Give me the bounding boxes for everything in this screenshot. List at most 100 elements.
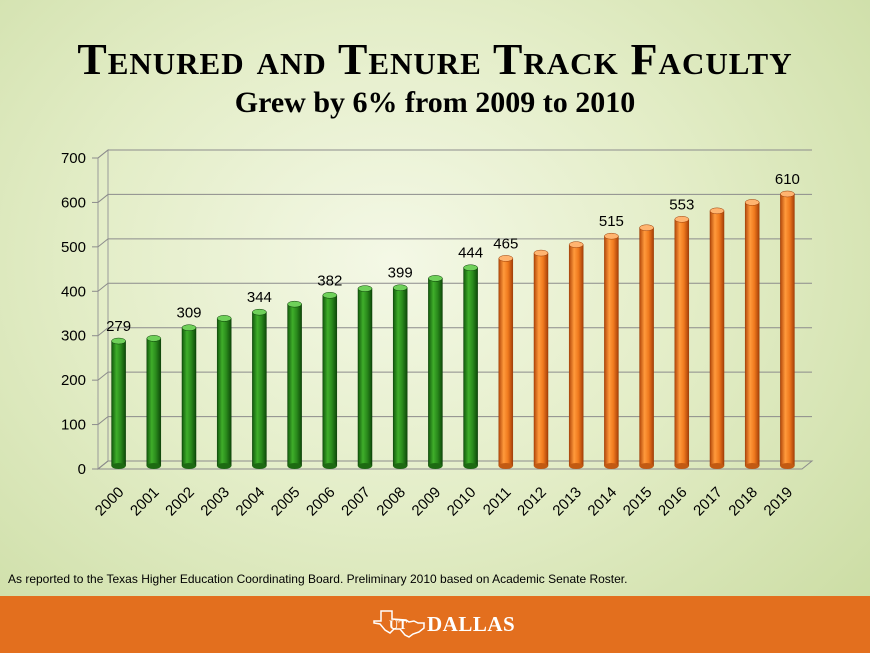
bar-base [534,463,548,469]
bar-base [428,463,443,469]
x-tick-label-2002: 2002 [162,484,198,520]
bar-cap [639,224,654,232]
data-label-2016: 553 [669,196,694,213]
gridline [97,371,812,381]
bar-cap [146,335,162,342]
bar-2001 [146,335,162,469]
bar-2017 [709,207,725,469]
bar-cap [568,241,584,248]
bar-2003 [216,315,232,469]
bar-body [604,235,619,467]
bar-cap [498,255,514,262]
bar-2004 [252,308,267,469]
data-label-2008: 399 [388,265,413,282]
bar-2009 [428,275,443,469]
bar-cap [252,308,267,316]
bar-body [181,327,197,467]
bar-body [639,227,654,467]
bar-body [322,295,338,467]
y-tick-label: 100 [61,417,86,434]
data-label-2000: 279 [106,318,131,335]
chart-floor [96,460,814,470]
x-tick-label-2013: 2013 [549,484,585,520]
x-tick-label-2000: 2000 [92,484,128,520]
bar-body [533,252,549,467]
bar-base [322,463,337,469]
bar-base [252,463,267,469]
bar-cap [604,232,619,240]
x-tick-label-2008: 2008 [373,484,409,520]
data-label-2002: 309 [176,305,201,322]
bar-2002 [181,324,197,469]
x-tick-label-2014: 2014 [585,484,621,520]
bar-body [111,340,126,467]
bar-body [146,338,162,467]
bar-cap [780,190,795,198]
bar-cap [216,315,232,322]
bar-base [569,463,584,469]
bar-chart: 0 100 200 300 400 500 600 700 279 2000 2001 309 200… [61,148,814,520]
bar-body [780,193,795,467]
gridline [97,327,812,337]
bar-base [604,463,619,469]
x-tick-label-2006: 2006 [303,484,339,520]
data-label-2011: 465 [493,235,518,252]
bar-base [780,463,795,469]
data-label-2014: 515 [599,213,624,230]
bar-base [287,463,302,469]
y-tick-label: 600 [61,194,86,211]
bar-base [498,463,513,469]
gridline [97,193,812,203]
x-tick-label-2001: 2001 [127,484,163,520]
y-tick-label: 400 [61,283,86,300]
x-tick-label-2011: 2011 [480,484,515,519]
bar-2012 [533,249,549,469]
bar-2016 [674,216,690,469]
bar-cap [357,285,373,292]
gridline [97,149,812,159]
bar-body [744,202,760,467]
bar-body [428,278,443,467]
bar-2008 [392,284,408,469]
bar-cap [392,284,408,291]
x-tick-label-2012: 2012 [514,484,550,520]
bar-base [393,463,408,469]
bar-cap [428,275,443,282]
chart-subtitle: Grew by 6% from 2009 to 2010 [234,86,636,119]
chart-title: Tenured and Tenure Track Faculty [77,35,793,84]
bar-body [568,244,584,467]
logo-text: DALLAS [427,611,516,636]
data-label-2004: 344 [247,289,272,306]
texas-state-icon: UT [373,610,425,638]
logo-prefix: UT [389,617,407,632]
footer-bar: UT DALLAS [0,596,870,653]
bar-body [216,318,232,467]
bar-base [146,463,161,469]
bar-body [674,219,690,467]
bar-2019 [780,190,795,469]
bar-base [710,463,724,469]
bar-cap [111,337,126,345]
bar-2010 [463,264,478,469]
bar-2011 [498,255,514,469]
x-tick-label-2017: 2017 [690,484,726,520]
y-tick-label: 500 [61,239,86,256]
bar-2007 [357,285,373,469]
bar-2006 [322,292,338,469]
bar-cap [533,249,549,257]
y-tick-label: 0 [78,461,86,478]
bar-base [217,463,232,469]
bar-cap [322,292,338,299]
bar-body [287,303,302,467]
bar-base [674,463,689,469]
bar-cap [744,199,760,206]
bar-body [709,210,725,467]
bar-2000 [111,337,126,469]
x-tick-label-2005: 2005 [268,484,304,520]
bar-cap [463,264,478,271]
bar-2005 [287,300,302,469]
data-label-2010: 444 [458,245,483,262]
data-label-2019: 610 [775,171,800,188]
x-tick-label-2007: 2007 [338,484,374,520]
gridline [97,282,812,292]
